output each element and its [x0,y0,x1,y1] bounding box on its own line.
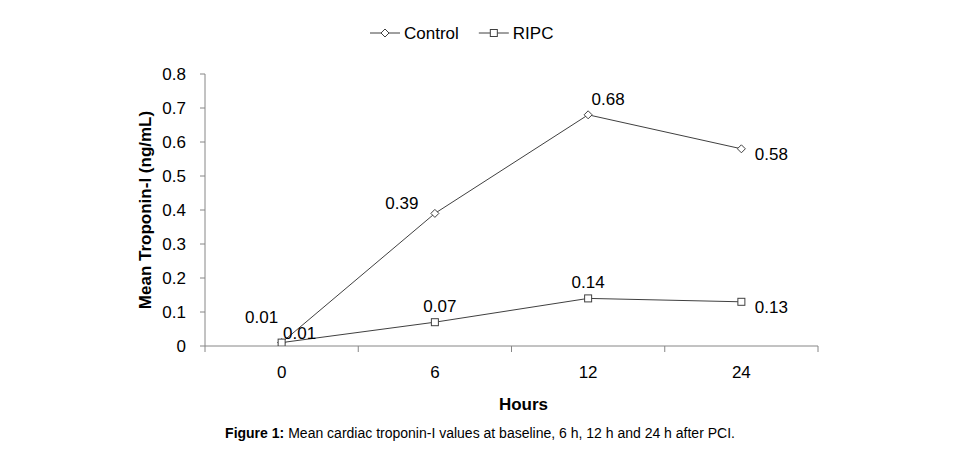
data-label: 0.13 [755,298,788,317]
y-tick [200,244,205,245]
y-tick-label: 0.7 [162,99,186,118]
y-tick [200,210,205,211]
y-tick-label: 0.6 [162,133,186,152]
data-label: 0.01 [245,308,278,327]
data-label: 0.07 [423,297,456,316]
x-tick-label: 0 [277,363,286,382]
y-tick [200,346,205,347]
legend-marker [490,30,497,37]
y-tick [200,176,205,177]
y-tick-label: 0.8 [162,65,186,84]
chart: 0 0.1 0.2 0.3 0.4 0.5 0.6 0.7 0.8 0 6 12 24 Hours Mean… [0,0,960,452]
x-tick-label: 12 [579,363,598,382]
x-tick [818,346,819,352]
data-label: 0.58 [755,145,788,164]
series-line [282,115,742,343]
plot-area [278,111,746,346]
x-tick [664,346,665,352]
y-axis-label: Mean Troponin-I (ng/mL) [136,111,155,309]
point-marker [584,111,592,119]
series-line [282,298,742,342]
point-marker [585,295,592,302]
y-tick [200,312,205,313]
x-tick [358,346,359,352]
legend-label: RIPC [513,24,554,43]
x-tick [205,346,206,352]
point-marker [738,298,745,305]
y-tick [200,142,205,143]
y-tick [200,74,205,75]
y-tick [200,108,205,109]
title: Mean cardiac troponin-I values at baseli… [288,425,735,441]
y-tick-label: 0.3 [162,235,186,254]
caption: Figure 1:Mean cardiac troponin-I values … [225,425,735,441]
legend-marker [381,29,389,37]
x-tick [511,346,512,352]
y-tick-label: 0 [177,337,186,356]
y-axis [205,74,206,346]
figure-label: Figure 1: [225,425,284,441]
data-label: 0.14 [572,273,605,292]
data-label: 0.68 [592,90,625,109]
y-tick-label: 0.4 [162,201,186,220]
y-tick-label: 0.2 [162,269,186,288]
y-tick [200,278,205,279]
point-marker [431,319,438,326]
data-label: 0.01 [283,324,316,343]
y-tick-label: 0.5 [162,167,186,186]
point-marker [737,145,745,153]
x-axis-label: Hours [499,395,548,414]
data-label: 0.39 [385,194,418,213]
point-marker [431,209,439,217]
x-tick-label: 24 [732,363,751,382]
x-tick-label: 6 [430,363,439,382]
legend-label: Control [404,24,459,43]
y-tick-label: 0.1 [162,303,186,322]
